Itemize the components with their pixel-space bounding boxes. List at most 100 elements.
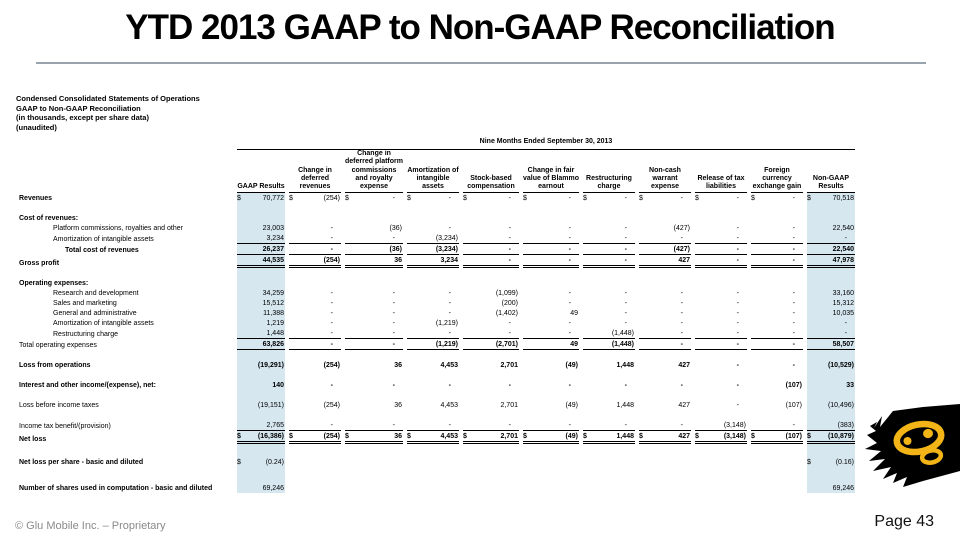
cell-value: - — [330, 310, 333, 318]
cell-value: (3,234) — [435, 246, 458, 254]
statement-line-1: Condensed Consolidated Statements of Ope… — [16, 94, 200, 103]
table-cell: (1,448) — [583, 339, 635, 351]
spacer-cell — [289, 410, 341, 420]
table-cell: (107) — [751, 380, 803, 390]
currency-symbol: $ — [289, 195, 293, 203]
title-divider — [36, 62, 926, 64]
cell-value: - — [448, 195, 451, 203]
cell-value: (10,496) — [827, 402, 855, 410]
spacer-cell — [523, 444, 579, 457]
cell-value: 23,003 — [262, 225, 284, 233]
spacer-cell — [695, 350, 747, 360]
cell-value: - — [330, 246, 333, 254]
table-cell — [807, 213, 856, 224]
spacer-cell — [345, 203, 403, 213]
table-cell: $1,448 — [583, 431, 635, 445]
table-cell: $2,701 — [463, 431, 519, 445]
table-cell: $427 — [639, 431, 691, 445]
table-cell: - — [345, 298, 403, 308]
cell-value: - — [624, 382, 627, 390]
cell-value: - — [508, 382, 511, 390]
table-cell — [523, 213, 579, 223]
cell-value: 22,540 — [832, 225, 855, 233]
currency-symbol: $ — [237, 459, 241, 467]
table-cell: 36 — [345, 360, 403, 370]
currency-symbol: $ — [751, 195, 755, 203]
spacer-row — [19, 203, 856, 214]
currency-symbol: $ — [583, 433, 587, 441]
column-header: Restructuring charge — [583, 150, 635, 194]
spacer-cell — [237, 203, 285, 214]
table-cell: 3,234 — [237, 233, 285, 245]
table-cell: - — [807, 328, 856, 340]
table-cell — [583, 213, 635, 223]
table-cell: 69,246 — [807, 483, 856, 494]
spacer-cell — [19, 203, 233, 213]
table-row: Income tax benefit/(provision) 2,765 - - - - -… — [19, 420, 856, 432]
spacer-cell — [19, 410, 233, 420]
cell-value: (1,219) — [435, 341, 458, 349]
cell-value: 49 — [570, 341, 578, 349]
cell-value: (254) — [323, 433, 340, 441]
table-cell: - — [463, 420, 519, 432]
cell-value: (254) — [323, 257, 340, 265]
cell-value: - — [568, 225, 571, 233]
table-cell — [751, 278, 803, 288]
column-header: Foreign currency exchange gain — [751, 150, 803, 194]
table-cell: - — [639, 298, 691, 308]
spacer-cell — [463, 268, 519, 278]
table-cell: (2,701) — [463, 339, 519, 351]
cell-value: (49) — [565, 362, 578, 370]
spacer-cell — [807, 350, 856, 361]
spacer-cell — [807, 268, 856, 279]
cell-value: - — [568, 320, 571, 328]
row-label: Amortization of intangible assets — [53, 236, 154, 244]
statement-line-4: (unaudited) — [16, 122, 57, 132]
cell-value: 140 — [272, 382, 284, 390]
cell-value: - — [508, 195, 511, 203]
cell-value: (427) — [673, 246, 690, 254]
table-cell: 1,448 — [583, 400, 635, 410]
table-cell: - — [463, 223, 519, 233]
spacer-cell — [407, 467, 459, 483]
currency-symbol: $ — [463, 195, 467, 203]
currency-symbol: $ — [345, 433, 349, 441]
spacer-cell — [523, 203, 579, 213]
cell-value: 36 — [394, 433, 402, 441]
currency-symbol: $ — [237, 195, 241, 203]
cell-value: 2,701 — [500, 402, 518, 410]
cell-value: - — [624, 320, 627, 328]
spacer-cell — [237, 370, 285, 381]
spacer-cell — [463, 390, 519, 400]
table-cell: - — [289, 380, 341, 390]
spacer-cell — [807, 203, 856, 214]
table-row: Operating expenses: — [19, 278, 856, 289]
table-cell: - — [289, 244, 341, 256]
table-cell: - — [751, 328, 803, 340]
table-cell: - — [695, 223, 747, 233]
cell-value: 2,701 — [500, 433, 518, 441]
table-cell: 2,701 — [463, 360, 519, 370]
table-cell: (200) — [463, 298, 519, 308]
table-cell: (36) — [345, 223, 403, 233]
table-cell: - — [289, 298, 341, 308]
currency-symbol: $ — [695, 195, 699, 203]
currency-symbol: $ — [751, 433, 755, 441]
table-cell: - — [407, 420, 459, 432]
column-header: Stock-based compensation — [463, 150, 519, 194]
cell-value: 1,448 — [616, 362, 634, 370]
cell-value: (3,234) — [435, 235, 458, 243]
spacer-row — [19, 467, 856, 484]
cell-value: 1,448 — [266, 330, 284, 338]
table-cell — [639, 483, 691, 493]
cell-value: - — [624, 235, 627, 243]
cell-value: - — [736, 402, 739, 410]
table-cell: - — [583, 420, 635, 432]
spacer-cell — [751, 444, 803, 457]
cell-value: (36) — [389, 225, 402, 233]
cell-value: 15,512 — [262, 300, 284, 308]
spacer-row — [19, 350, 856, 361]
cell-value: 36 — [394, 257, 402, 265]
cell-value: 36 — [394, 362, 402, 370]
cell-value: - — [568, 422, 571, 430]
